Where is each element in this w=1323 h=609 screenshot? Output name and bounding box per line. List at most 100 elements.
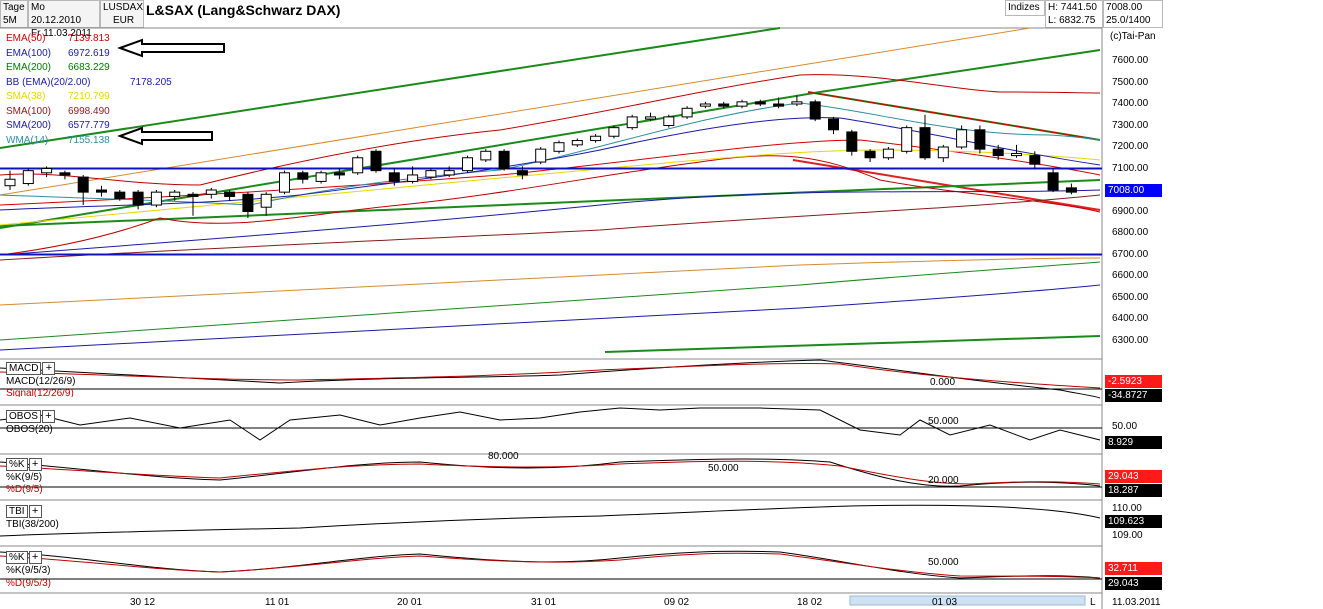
legend-item[interactable]: SMA(200) 6577.779 bbox=[6, 119, 110, 132]
current-price-tag: 7008.00 bbox=[1105, 184, 1162, 197]
candle-body-up bbox=[279, 172, 290, 193]
period-bottom: 5M bbox=[3, 15, 17, 26]
legend-item[interactable]: BB (EMA)(20/2.00) 7178.205 bbox=[6, 76, 172, 89]
obos-tag[interactable]: OBOS bbox=[6, 410, 41, 423]
candle bbox=[224, 190, 236, 201]
candle-body-down bbox=[333, 172, 345, 176]
add-icon[interactable]: + bbox=[28, 458, 42, 471]
candle bbox=[169, 190, 181, 201]
chart-title: L&SAX (Lang&Schwarz DAX) bbox=[146, 2, 341, 18]
k-ref-50: 50.000 bbox=[708, 463, 739, 474]
legend-label: SMA(100) bbox=[6, 105, 52, 117]
ratio-value: 25.0/1400 bbox=[1106, 15, 1151, 26]
add-icon[interactable]: + bbox=[41, 410, 55, 423]
symbol-cell[interactable]: LUSDAX EUR bbox=[100, 0, 144, 28]
time-tick: 11 01 bbox=[265, 597, 290, 608]
candle-body-down bbox=[846, 131, 858, 152]
time-tick: 01 03 bbox=[932, 597, 958, 608]
candle-body-up bbox=[626, 116, 638, 129]
candle bbox=[77, 174, 89, 206]
macd-tag[interactable]: MACD bbox=[6, 362, 42, 375]
legend-item[interactable]: SMA(38) 7210.799 bbox=[6, 90, 110, 103]
tbi-tag[interactable]: TBI bbox=[6, 505, 28, 518]
price-tick: 6500.00 bbox=[1112, 291, 1149, 303]
time-tick: 31 01 bbox=[531, 597, 557, 608]
candle-body-down bbox=[754, 101, 766, 105]
candle-body-down bbox=[864, 150, 876, 159]
legend-item[interactable]: EMA(100) 6972.619 bbox=[6, 47, 110, 60]
candle bbox=[425, 168, 437, 180]
legend-label: EMA(200) bbox=[6, 62, 52, 73]
candle-body-up bbox=[425, 170, 437, 178]
candle bbox=[260, 192, 272, 216]
time-tick: 20 01 bbox=[397, 597, 423, 608]
index-cell[interactable]: Indizes bbox=[1005, 0, 1045, 16]
k2-panel-label: %K + bbox=[6, 551, 42, 564]
price-tick: 7200.00 bbox=[1112, 141, 1149, 152]
candle bbox=[1065, 183, 1077, 195]
period-cell[interactable]: Tage 5M bbox=[0, 0, 28, 28]
add-icon[interactable]: + bbox=[28, 505, 42, 518]
macd-line bbox=[0, 359, 1101, 399]
currency: EUR bbox=[113, 15, 135, 26]
candle bbox=[1047, 168, 1059, 193]
d2-label: %D(9/5/3) bbox=[6, 578, 52, 588]
high-value: H: 7441.50 bbox=[1048, 2, 1097, 13]
obos-label: OBOS(20) bbox=[6, 424, 53, 435]
d-label: %D(9/5) bbox=[6, 484, 43, 494]
end-date: 11.03.2011 bbox=[1112, 597, 1161, 608]
price-tick: 7500.00 bbox=[1112, 76, 1149, 88]
time-scrollbar bbox=[849, 595, 1086, 606]
axis-end-marker[interactable]: L bbox=[1090, 597, 1096, 608]
k-label: %K(9/5) bbox=[6, 472, 43, 483]
candle bbox=[41, 166, 53, 178]
candle-body-down bbox=[992, 148, 1004, 157]
candle bbox=[553, 140, 565, 154]
candle-body-up bbox=[663, 116, 675, 127]
legend-value: 6972.619 bbox=[68, 47, 110, 59]
candle bbox=[352, 155, 364, 175]
candle-body-down bbox=[1029, 155, 1041, 165]
k2-tag[interactable]: %K bbox=[6, 551, 28, 564]
price-tick: 7300.00 bbox=[1112, 119, 1149, 131]
candle bbox=[571, 138, 583, 147]
candle bbox=[59, 170, 71, 180]
price-tick: 6600.00 bbox=[1112, 270, 1149, 281]
k2-ref: 50.000 bbox=[928, 557, 959, 568]
candle bbox=[114, 190, 126, 201]
legend-item[interactable]: EMA(50) 7139.813 bbox=[6, 32, 110, 45]
add-icon[interactable]: + bbox=[42, 362, 56, 375]
price-tick: 6900.00 bbox=[1112, 205, 1149, 217]
legend-item[interactable]: WMA(14) 7155.138 bbox=[6, 134, 110, 147]
candle bbox=[718, 101, 730, 109]
candle bbox=[901, 125, 913, 154]
candle-body-down bbox=[242, 193, 254, 213]
candle bbox=[626, 114, 638, 130]
date-range-cell[interactable]: Mo 20.12.2010 Fr 11.03.2011 bbox=[28, 0, 100, 39]
signal-label: Signal(12/26/9) bbox=[6, 388, 74, 397]
price-tick: 6800.00 bbox=[1112, 227, 1149, 238]
signal-value: -34.8727 bbox=[1105, 389, 1162, 402]
candle bbox=[315, 170, 327, 184]
candle bbox=[992, 144, 1004, 160]
candle-body-down bbox=[297, 172, 309, 180]
add-icon[interactable]: + bbox=[28, 551, 42, 564]
legend-label: SMA(200) bbox=[6, 120, 52, 131]
candle bbox=[956, 125, 968, 150]
candle bbox=[1011, 144, 1022, 158]
tbi-label: TBI(38/200) bbox=[6, 519, 59, 530]
k-tag[interactable]: %K bbox=[6, 458, 28, 471]
candle-body-down bbox=[187, 193, 199, 197]
tbi-value: 109.623 bbox=[1105, 515, 1162, 528]
legend-item[interactable]: EMA(200) 6683.229 bbox=[6, 61, 110, 74]
legend-value: 6577.779 bbox=[68, 120, 110, 131]
legend-value: 6998.490 bbox=[68, 105, 110, 117]
k2-value: 32.711 bbox=[1105, 562, 1162, 575]
price-tick: 6300.00 bbox=[1112, 334, 1149, 346]
arrow-icon bbox=[117, 38, 225, 58]
candle bbox=[516, 166, 528, 180]
candle bbox=[187, 192, 199, 216]
candle-body-up bbox=[535, 148, 547, 163]
legend-item[interactable]: SMA(100) 6998.490 bbox=[6, 105, 110, 118]
candle-body-down bbox=[114, 191, 126, 200]
